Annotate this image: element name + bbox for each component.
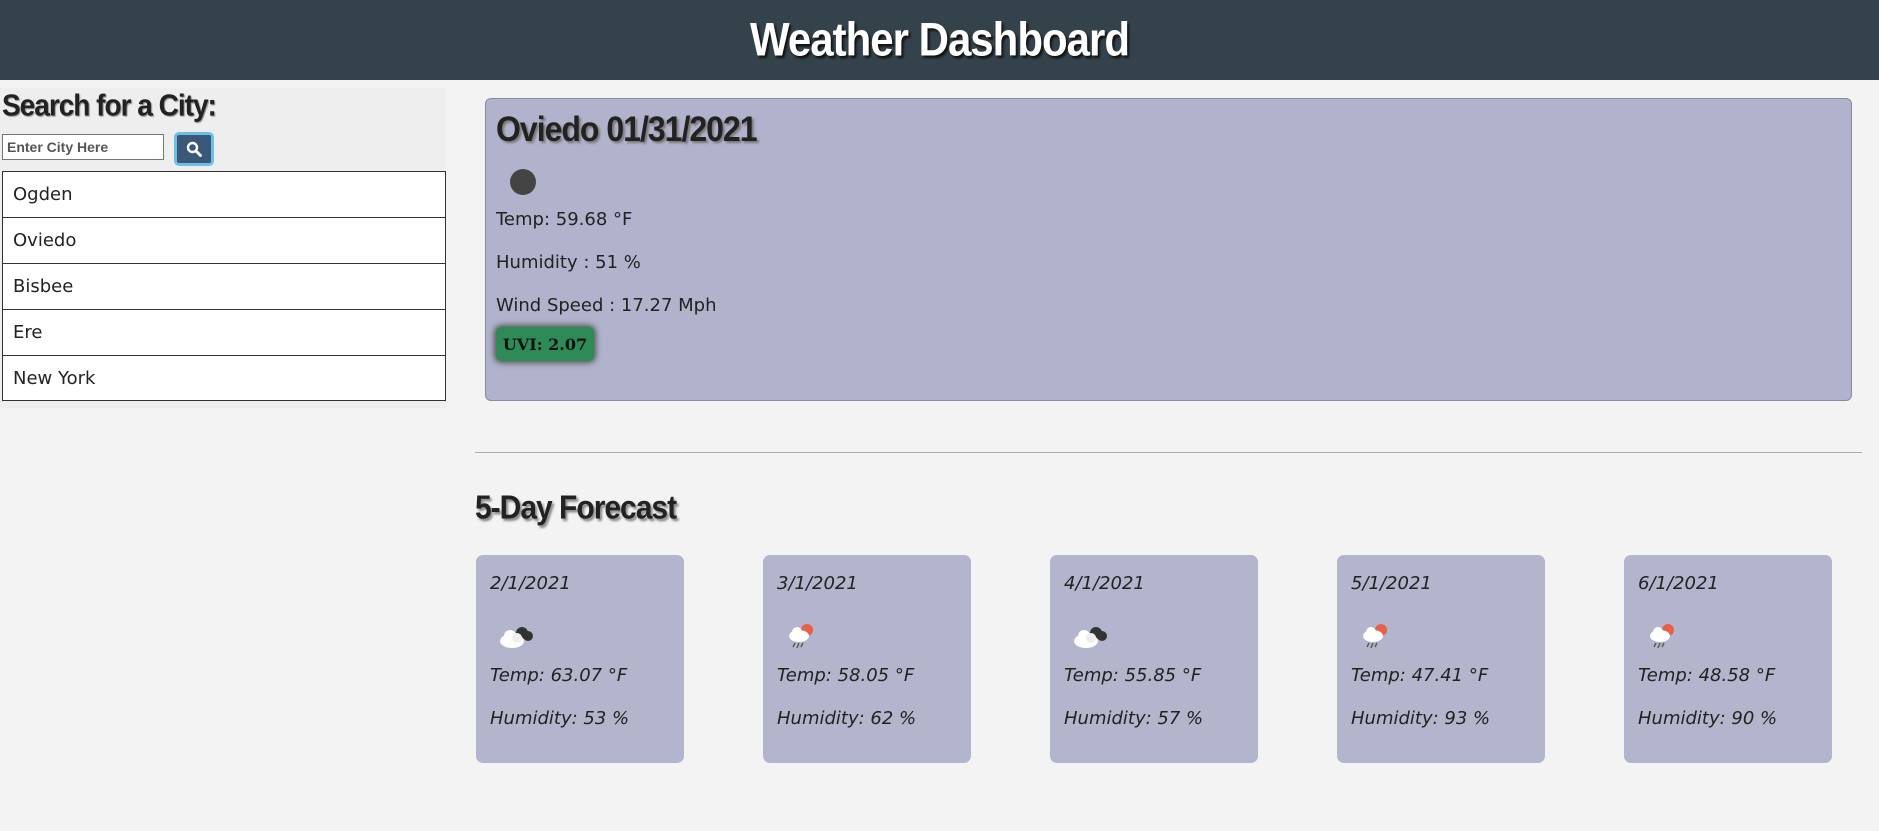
rain-sun-icon xyxy=(789,624,813,649)
forecast-card-day-3: 4/1/2021 Temp: 55.85 °F Humidity: 57 % xyxy=(1050,555,1258,763)
search-history-list: Ogden Oviedo Bisbee Ere New York xyxy=(2,171,446,401)
forecast-card-day-5: 6/1/2021 Temp: 48.58 °F Humidity: 90 % xyxy=(1624,555,1832,763)
current-city-title: Oviedo 01/31/2021 xyxy=(496,109,758,149)
current-wind-speed: Wind Speed : 17.27 Mph xyxy=(496,295,717,316)
search-button[interactable] xyxy=(174,132,214,166)
search-heading: Search for a City: xyxy=(2,88,217,123)
uvi-badge: UVI: 2.07 xyxy=(496,327,594,361)
search-icon xyxy=(186,141,202,157)
forecast-humidity: Humidity: 62 % xyxy=(777,708,917,729)
forecast-date: 3/1/2021 xyxy=(777,573,858,594)
forecast-temp: Temp: 48.58 °F xyxy=(1638,665,1776,686)
forecast-card-day-1: 2/1/2021 Temp: 63.07 °F Humidity: 53 % xyxy=(476,555,684,763)
forecast-humidity: Humidity: 57 % xyxy=(1064,708,1204,729)
page-title: Weather Dashboard xyxy=(750,13,1130,66)
forecast-humidity: Humidity: 93 % xyxy=(1351,708,1491,729)
history-item-oviedo[interactable]: Oviedo xyxy=(2,217,446,263)
current-temp: Temp: 59.68 °F xyxy=(496,209,633,230)
forecast-temp: Temp: 47.41 °F xyxy=(1351,665,1489,686)
forecast-temp: Temp: 55.85 °F xyxy=(1064,665,1202,686)
forecast-date: 5/1/2021 xyxy=(1351,573,1432,594)
forecast-card-day-2: 3/1/2021 Temp: 58.05 °F Humidity: 62 % xyxy=(763,555,971,763)
cloudy-night-icon xyxy=(500,627,533,648)
search-sidebar: Search for a City: Ogden Oviedo Bisbee E… xyxy=(0,88,446,408)
cloudy-night-icon xyxy=(1074,627,1107,648)
history-item-ere[interactable]: Ere xyxy=(2,309,446,355)
rain-sun-icon xyxy=(1650,624,1674,649)
forecast-humidity: Humidity: 90 % xyxy=(1638,708,1778,729)
current-weather-card: Oviedo 01/31/2021 Temp: 59.68 °F Humidit… xyxy=(485,98,1852,401)
forecast-humidity: Humidity: 53 % xyxy=(490,708,630,729)
forecast-card-day-4: 5/1/2021 Temp: 47.41 °F Humidity: 93 % xyxy=(1337,555,1545,763)
forecast-date: 2/1/2021 xyxy=(490,573,571,594)
rain-sun-icon xyxy=(1363,624,1387,649)
forecast-date: 4/1/2021 xyxy=(1064,573,1145,594)
forecast-temp: Temp: 58.05 °F xyxy=(777,665,915,686)
section-divider xyxy=(475,452,1862,453)
app-header: Weather Dashboard xyxy=(0,0,1879,80)
current-humidity: Humidity : 51 % xyxy=(496,252,641,273)
history-item-ogden[interactable]: Ogden xyxy=(2,171,446,217)
forecast-temp: Temp: 63.07 °F xyxy=(490,665,628,686)
forecast-title: 5-Day Forecast xyxy=(475,490,677,527)
moon-icon xyxy=(510,169,536,195)
search-input[interactable] xyxy=(2,134,164,160)
forecast-date: 6/1/2021 xyxy=(1638,573,1719,594)
history-item-bisbee[interactable]: Bisbee xyxy=(2,263,446,309)
history-item-new-york[interactable]: New York xyxy=(2,355,446,401)
